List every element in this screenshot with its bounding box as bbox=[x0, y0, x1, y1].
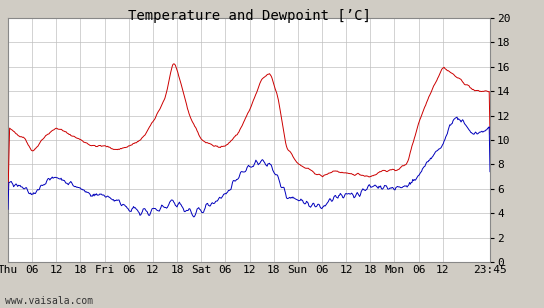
Text: www.vaisala.com: www.vaisala.com bbox=[5, 297, 94, 306]
Text: 06: 06 bbox=[26, 265, 39, 275]
Text: 18: 18 bbox=[267, 265, 280, 275]
Text: 18: 18 bbox=[73, 265, 87, 275]
Text: 12: 12 bbox=[339, 265, 353, 275]
Text: 06: 06 bbox=[315, 265, 329, 275]
Text: 12: 12 bbox=[243, 265, 256, 275]
Text: Sat: Sat bbox=[191, 265, 211, 275]
Text: 12: 12 bbox=[146, 265, 159, 275]
Text: Fri: Fri bbox=[95, 265, 115, 275]
Text: 18: 18 bbox=[363, 265, 377, 275]
Text: 12: 12 bbox=[50, 265, 63, 275]
Text: 18: 18 bbox=[170, 265, 184, 275]
Text: 12: 12 bbox=[436, 265, 449, 275]
Text: Mon: Mon bbox=[384, 265, 405, 275]
Text: 06: 06 bbox=[412, 265, 425, 275]
Text: Thu: Thu bbox=[0, 265, 18, 275]
Text: 06: 06 bbox=[122, 265, 135, 275]
Text: 06: 06 bbox=[219, 265, 232, 275]
Text: 23:45: 23:45 bbox=[473, 265, 507, 275]
Text: Temperature and Dewpoint [’C]: Temperature and Dewpoint [’C] bbox=[127, 9, 370, 23]
Text: Sun: Sun bbox=[288, 265, 308, 275]
